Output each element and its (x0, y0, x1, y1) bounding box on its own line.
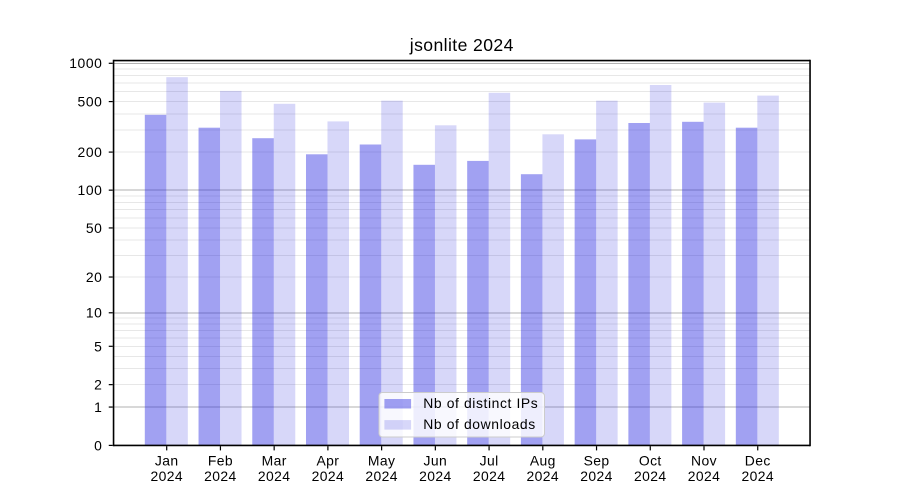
svg-text:2024: 2024 (365, 468, 398, 484)
svg-text:10: 10 (86, 305, 103, 321)
svg-text:May: May (368, 453, 395, 469)
svg-text:1000: 1000 (69, 55, 102, 71)
svg-text:Sep: Sep (584, 453, 610, 469)
svg-text:jsonlite 2024: jsonlite 2024 (409, 35, 514, 55)
svg-text:Feb: Feb (208, 453, 233, 469)
svg-text:2024: 2024 (580, 468, 613, 484)
svg-text:2024: 2024 (634, 468, 667, 484)
svg-text:2024: 2024 (258, 468, 291, 484)
svg-text:2024: 2024 (150, 468, 183, 484)
svg-text:Jan: Jan (155, 453, 179, 469)
svg-text:2024: 2024 (419, 468, 452, 484)
svg-text:2024: 2024 (312, 468, 345, 484)
svg-text:2024: 2024 (527, 468, 560, 484)
svg-text:2024: 2024 (204, 468, 237, 484)
svg-text:Jul: Jul (480, 453, 499, 469)
svg-text:Nb of downloads: Nb of downloads (423, 416, 535, 432)
svg-text:Jun: Jun (424, 453, 448, 469)
svg-text:1: 1 (94, 399, 102, 415)
svg-text:Dec: Dec (745, 453, 771, 469)
svg-text:Apr: Apr (316, 453, 339, 469)
svg-text:Nb of distinct IPs: Nb of distinct IPs (423, 395, 538, 411)
svg-text:50: 50 (86, 220, 103, 236)
svg-text:5: 5 (94, 338, 102, 354)
svg-text:2024: 2024 (473, 468, 506, 484)
svg-text:500: 500 (78, 94, 103, 110)
svg-text:Oct: Oct (639, 453, 662, 469)
svg-text:0: 0 (94, 437, 102, 453)
svg-text:200: 200 (78, 144, 103, 160)
svg-text:Nov: Nov (691, 453, 717, 469)
svg-text:Aug: Aug (530, 453, 556, 469)
svg-text:Mar: Mar (262, 453, 287, 469)
svg-text:100: 100 (78, 182, 103, 198)
svg-text:2: 2 (94, 377, 102, 393)
svg-text:2024: 2024 (741, 468, 774, 484)
svg-text:2024: 2024 (688, 468, 721, 484)
svg-text:20: 20 (86, 269, 103, 285)
